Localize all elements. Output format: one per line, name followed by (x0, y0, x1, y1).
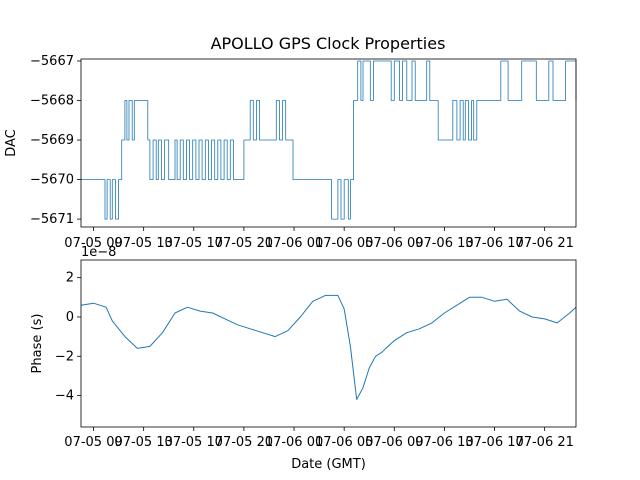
x-tick-label: 07-05 09 (64, 435, 122, 450)
y-axis-label: Phase (s) (30, 314, 45, 374)
axes-frame (80, 259, 577, 428)
x-tick-label: 07-06 21 (515, 236, 573, 251)
x-tick-label: 07-05 21 (215, 236, 273, 251)
x-tick-label: 07-06 09 (365, 435, 423, 450)
x-tick-label: 07-05 17 (165, 236, 223, 251)
x-axis-label: Date (GMT) (291, 457, 366, 472)
x-tick-label: 07-06 05 (315, 236, 373, 251)
y-tick-label: −5669 (30, 133, 74, 148)
y-tick-label: −5670 (30, 173, 74, 188)
x-tick-label: 07-06 17 (465, 435, 523, 450)
x-tick-label: 07-06 01 (265, 236, 323, 251)
y-tick-label: −5671 (30, 212, 74, 227)
y-tick-label: −2 (55, 349, 74, 364)
x-tick-label: 07-05 09 (64, 236, 122, 251)
x-tick-label: 07-06 13 (415, 435, 473, 450)
y-axis-label: DAC (4, 129, 19, 157)
y-tick-label: 2 (66, 271, 74, 286)
y-tick-label: 0 (66, 310, 74, 325)
y-tick-label: −4 (55, 389, 74, 404)
x-tick-label: 07-06 17 (465, 236, 523, 251)
x-tick-label: 07-05 13 (114, 236, 172, 251)
axes-frame (80, 58, 577, 228)
x-tick-label: 07-06 13 (415, 236, 473, 251)
y-tick-label: −5668 (30, 94, 74, 109)
x-tick-label: 07-06 21 (515, 435, 573, 450)
x-tick-label: 07-06 09 (365, 236, 423, 251)
y-offset-label: 1e−8 (81, 245, 116, 260)
phase-series-line (80, 294, 577, 400)
x-tick-label: 07-06 01 (265, 435, 323, 450)
chart-title: APOLLO GPS Clock Properties (211, 34, 446, 53)
y-tick-label: −5667 (30, 54, 74, 69)
x-tick-label: 07-05 13 (114, 435, 172, 450)
x-tick-label: 07-05 17 (165, 435, 223, 450)
dac-series-line (81, 60, 577, 220)
x-tick-label: 07-05 21 (215, 435, 273, 450)
x-tick-label: 07-06 05 (315, 435, 373, 450)
